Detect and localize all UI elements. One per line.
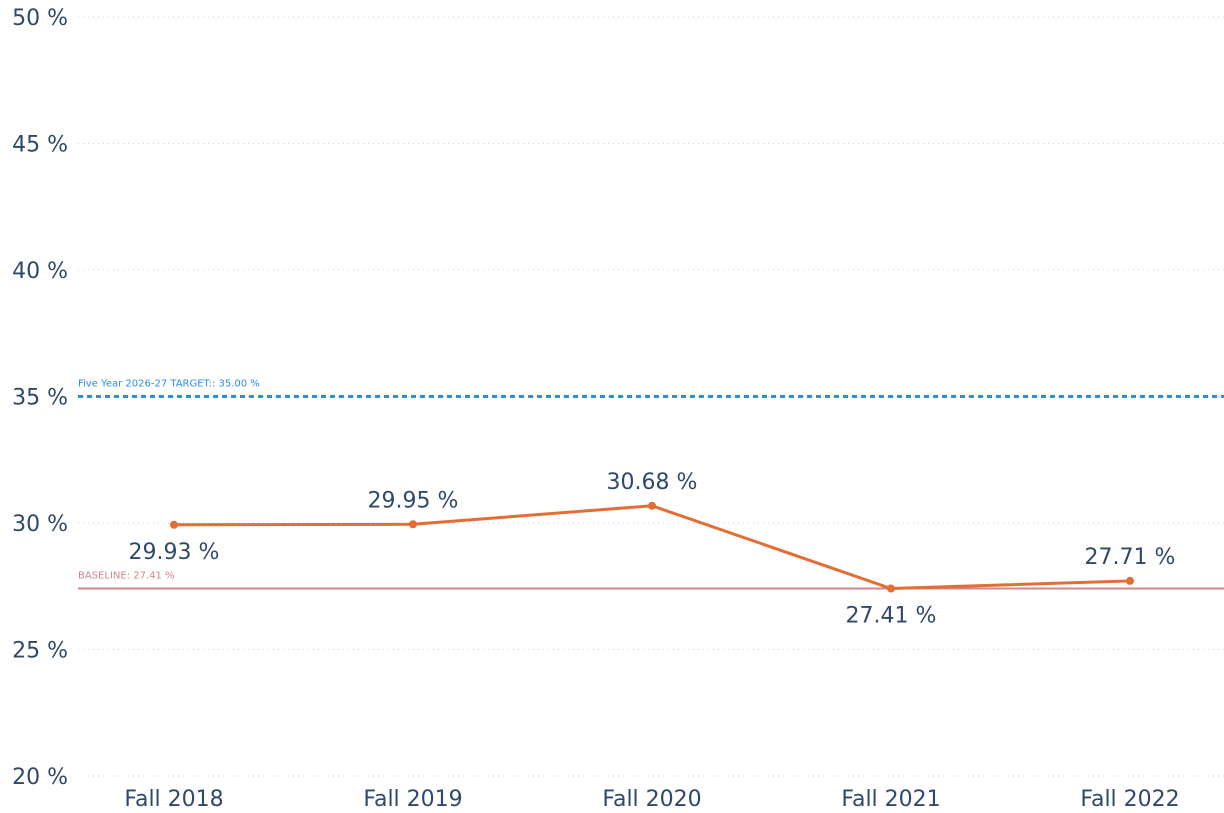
data-label: 29.95 % [368,488,459,513]
data-point [648,501,656,510]
x-tick-label: Fall 2022 [1080,787,1179,812]
data-point [1126,576,1134,585]
x-tick-label: Fall 2021 [841,787,940,812]
data-label: 27.41 % [846,604,937,629]
y-tick-label: 25 % [12,639,68,664]
x-tick-label: Fall 2020 [602,787,701,812]
data-label: 29.93 % [129,540,220,565]
data-label: 27.71 % [1085,545,1176,570]
y-tick-label: 35 % [12,386,68,411]
y-tick-label: 45 % [12,133,68,158]
data-point [887,584,895,593]
data-point [170,520,178,529]
y-tick-label: 50 % [12,6,68,31]
reference-label: Five Year 2026-27 TARGET:: 35.00 % [78,379,260,390]
data-point [409,520,417,529]
y-tick-label: 30 % [12,512,68,537]
reference-label: BASELINE: 27.41 % [78,571,175,582]
x-tick-label: Fall 2019 [363,787,462,812]
data-label: 30.68 % [607,470,698,495]
x-tick-label: Fall 2018 [124,787,223,812]
series-line [173,504,1131,591]
y-tick-label: 20 % [12,765,68,790]
y-tick-label: 40 % [12,259,68,284]
